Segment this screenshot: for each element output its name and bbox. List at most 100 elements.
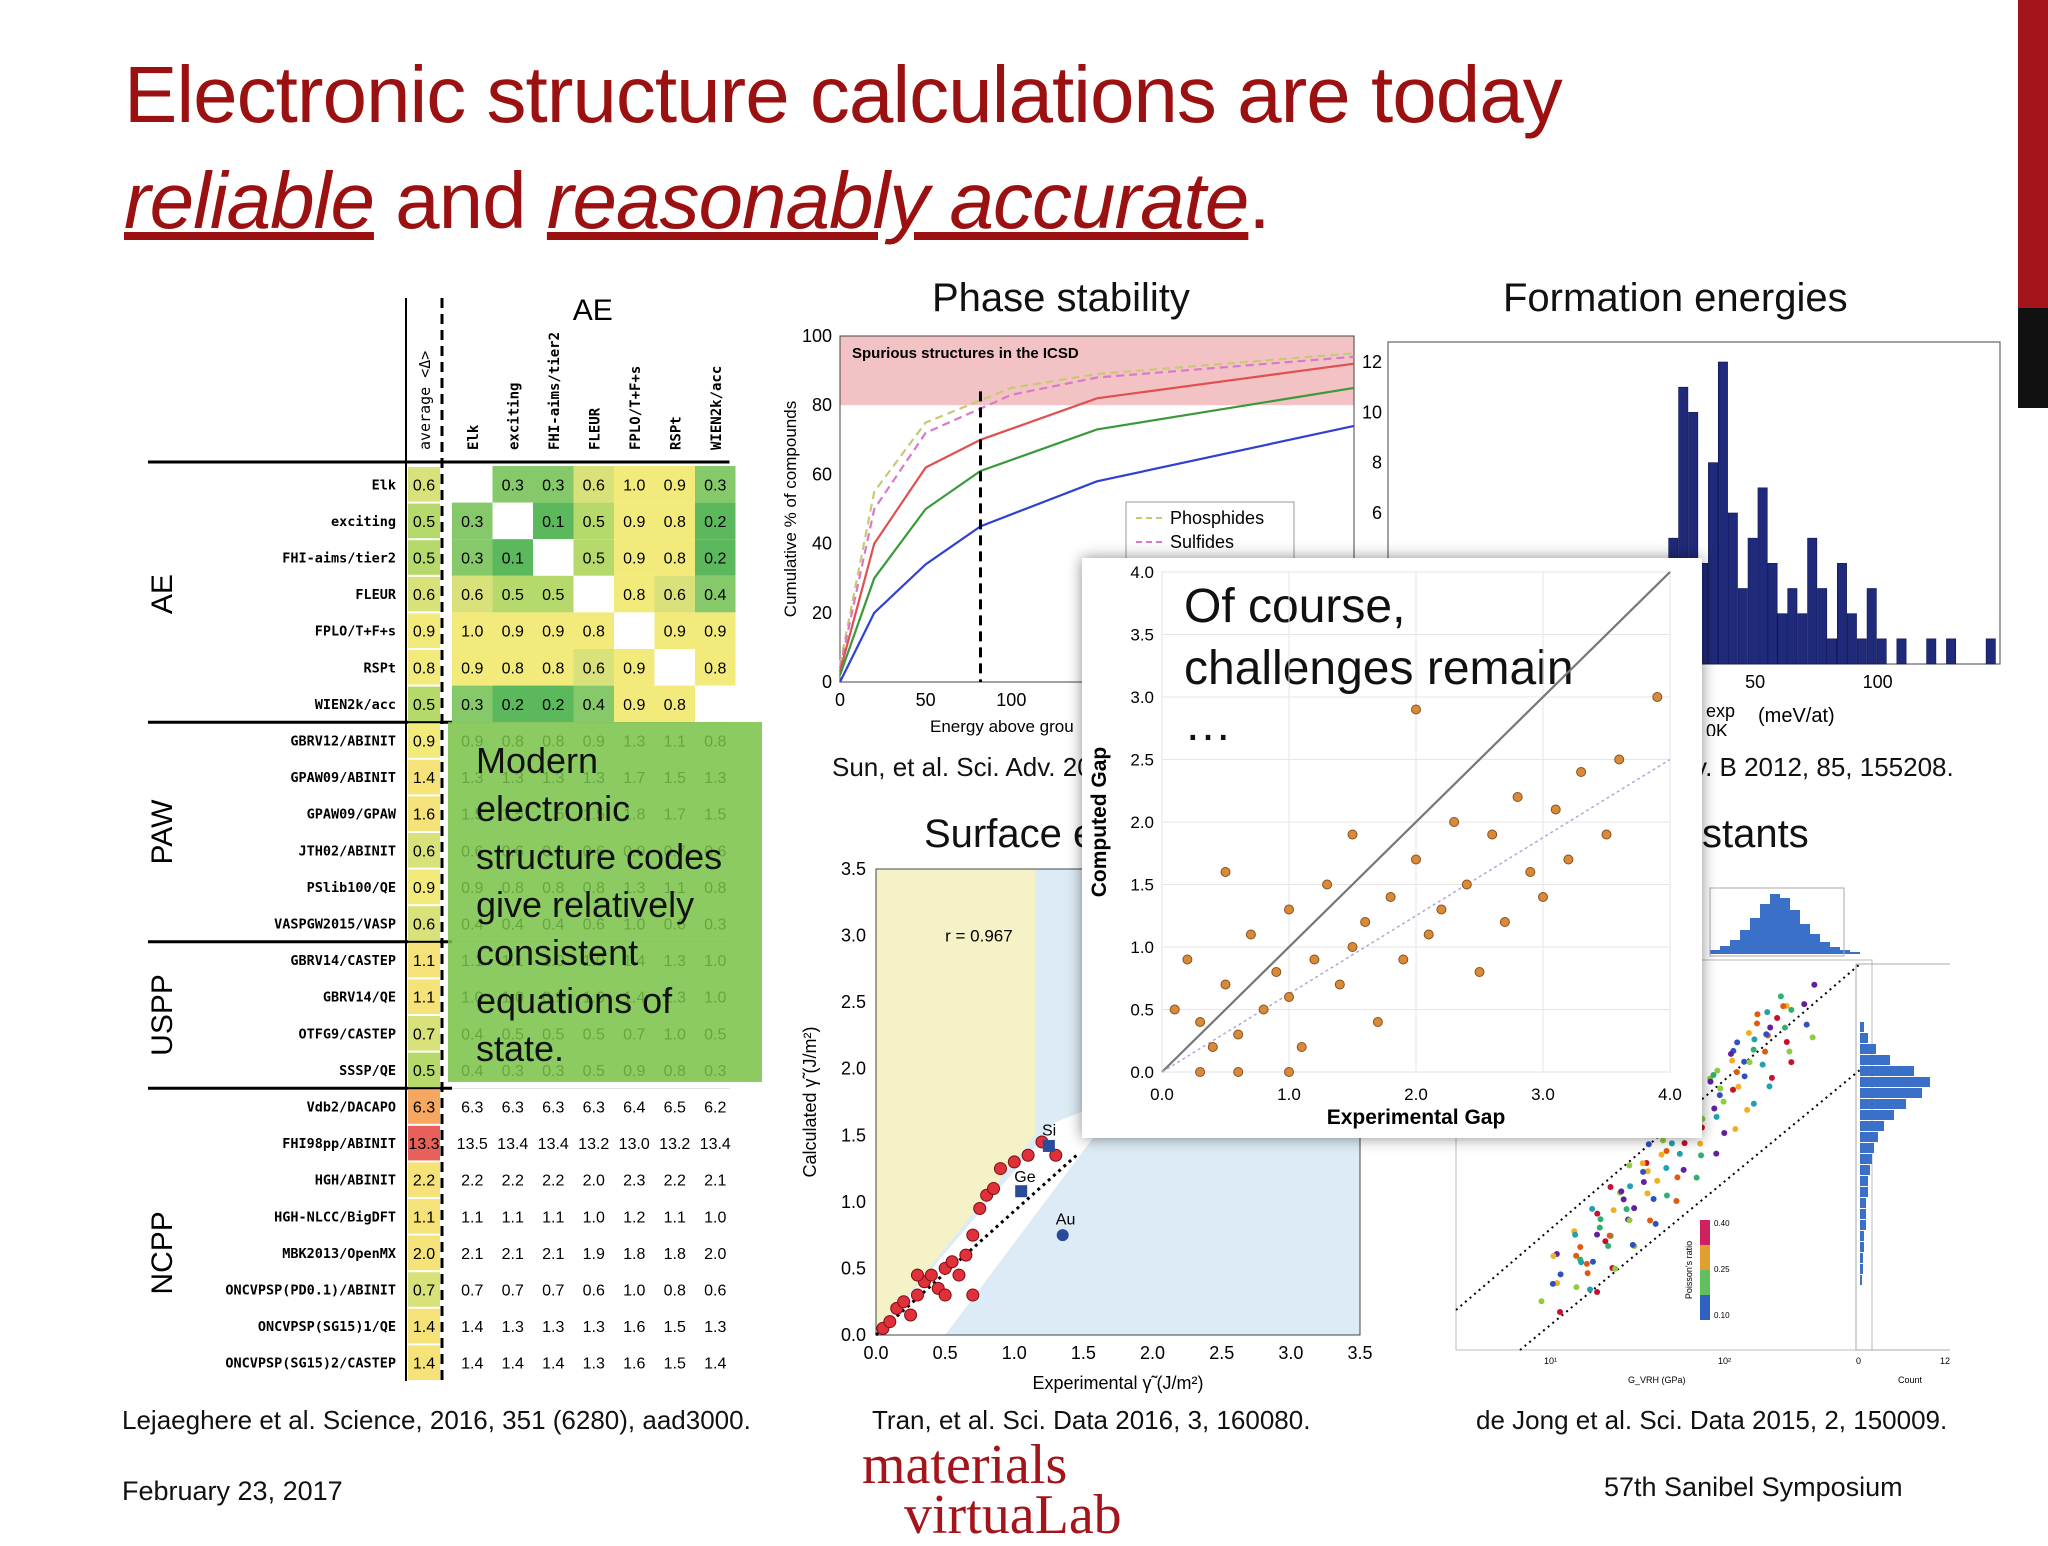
delta-cell	[452, 502, 493, 540]
delta-cell	[695, 612, 736, 649]
delta-cell	[573, 539, 614, 576]
delta-cell	[573, 1088, 614, 1125]
data-point	[952, 1268, 966, 1282]
delta-value: 1.1	[461, 1209, 483, 1226]
y-tick-label: 2.0	[1130, 813, 1154, 832]
material-point	[1727, 1050, 1734, 1057]
histogram-bar	[1708, 462, 1718, 665]
material-point	[1713, 1113, 1720, 1120]
material-point	[1573, 1252, 1580, 1259]
material-point	[1584, 1270, 1591, 1277]
delta-cell	[614, 1344, 655, 1381]
y-tick-label: 1.5	[841, 1125, 866, 1145]
delta-value: 1.1	[664, 1209, 686, 1226]
gap-data-point	[1334, 979, 1345, 990]
material-point	[1693, 1174, 1700, 1181]
right-histogram-bar	[1860, 1275, 1862, 1285]
material-point	[1663, 1192, 1670, 1199]
material-point	[1626, 1162, 1633, 1169]
material-point	[1713, 1150, 1720, 1157]
material-point	[1676, 1150, 1683, 1157]
material-point	[1557, 1309, 1563, 1315]
material-point	[1766, 1083, 1773, 1090]
delta-value: 0.6	[704, 1283, 726, 1300]
delta-cell	[614, 685, 655, 723]
gap-data-point	[1347, 829, 1358, 840]
histogram-bar	[1866, 588, 1877, 665]
delta-cell	[654, 612, 695, 649]
row-label: GBRV14/CASTEP	[290, 953, 396, 969]
histogram-bar	[1827, 638, 1837, 665]
delta-cell	[452, 1307, 493, 1345]
delta-cell	[614, 1088, 655, 1125]
average-cell	[408, 503, 440, 539]
delta-cell	[492, 1124, 533, 1162]
right-histogram-bar	[1860, 1044, 1876, 1054]
gap-data-point	[1195, 1017, 1206, 1027]
logo-line-2: virtuaLab	[904, 1484, 1122, 1546]
title-word-accurate: reasonably accurate	[546, 156, 1249, 245]
gap-data-point	[1398, 954, 1409, 965]
material-point	[1607, 1183, 1614, 1190]
row-label: ONCVPSP(PD0.1)/ABINIT	[225, 1283, 396, 1299]
delta-value: 6.5	[664, 1100, 686, 1117]
average-value: 0.6	[413, 843, 435, 860]
data-point	[910, 1268, 924, 1282]
delta-value: 0.7	[502, 1283, 524, 1300]
delta-cell	[573, 685, 614, 723]
legend-entry: Sulfides	[1170, 532, 1234, 552]
x-axis-unit: (meV/at)	[1758, 705, 1835, 727]
delta-cell	[614, 1161, 655, 1198]
citation-lejaeghere: Lejaeghere et al. Science, 2016, 351 (62…	[122, 1405, 751, 1435]
material-point	[1550, 1252, 1557, 1259]
row-label: GPAW09/ABINIT	[290, 770, 396, 786]
material-point	[1786, 1048, 1793, 1055]
gap-data-point	[1284, 904, 1294, 915]
delta-value: 1.6	[623, 1356, 645, 1373]
average-cell	[408, 650, 440, 685]
delta-value: 0.3	[542, 477, 564, 494]
column-header: FHI-aims/tier2	[547, 332, 563, 450]
legend-box	[1125, 501, 1295, 563]
delta-value: 0.8	[664, 551, 686, 568]
phase-stability-chart: Spurious structures in the ICSD 0 20 40 60 80…	[781, 328, 1355, 736]
x-tick-label: 10¹	[1544, 1356, 1557, 1366]
gap-data-point	[1195, 1067, 1206, 1077]
delta-cell	[492, 1234, 533, 1272]
material-point	[1629, 1241, 1636, 1248]
material-point	[1658, 1151, 1665, 1158]
delta-value: 0.1	[542, 514, 564, 531]
gap-data-point	[1385, 892, 1396, 902]
average-value: 0.8	[413, 660, 435, 677]
delta-value: 2.2	[664, 1173, 686, 1190]
delta-value: 0.4	[583, 697, 605, 714]
average-cell	[408, 467, 440, 502]
top-histogram-bar	[1830, 947, 1840, 954]
row-label: GPAW09/GPAW	[307, 807, 397, 823]
material-point	[1746, 1059, 1753, 1066]
average-cell	[408, 1089, 440, 1124]
histogram-bar	[1797, 613, 1808, 665]
colorbar-segment	[1700, 1220, 1710, 1245]
delta-cell	[452, 649, 493, 686]
average-cell	[408, 1016, 440, 1051]
histogram-bar	[1737, 588, 1748, 665]
material-point	[1645, 1141, 1652, 1148]
delta-value: 0.4	[704, 587, 726, 604]
right-histogram-bar	[1860, 1231, 1864, 1241]
gap-data-point	[1436, 904, 1447, 915]
material-point	[1741, 1073, 1748, 1080]
delta-value: 1.6	[623, 1319, 645, 1336]
histogram-bar	[1727, 512, 1738, 665]
delta-value: 0.9	[502, 624, 524, 641]
delta-cell	[695, 575, 736, 613]
top-histogram-bar	[1710, 950, 1720, 954]
group-label: AE	[146, 574, 179, 614]
delta-value: 1.4	[461, 1356, 483, 1373]
average-cell	[408, 540, 440, 575]
gap-data-point	[1449, 817, 1460, 827]
colorbar-segment	[1700, 1295, 1710, 1320]
material-point	[1717, 1085, 1724, 1092]
average-cell	[408, 1345, 440, 1380]
x-tick-label: 100	[996, 690, 1026, 710]
